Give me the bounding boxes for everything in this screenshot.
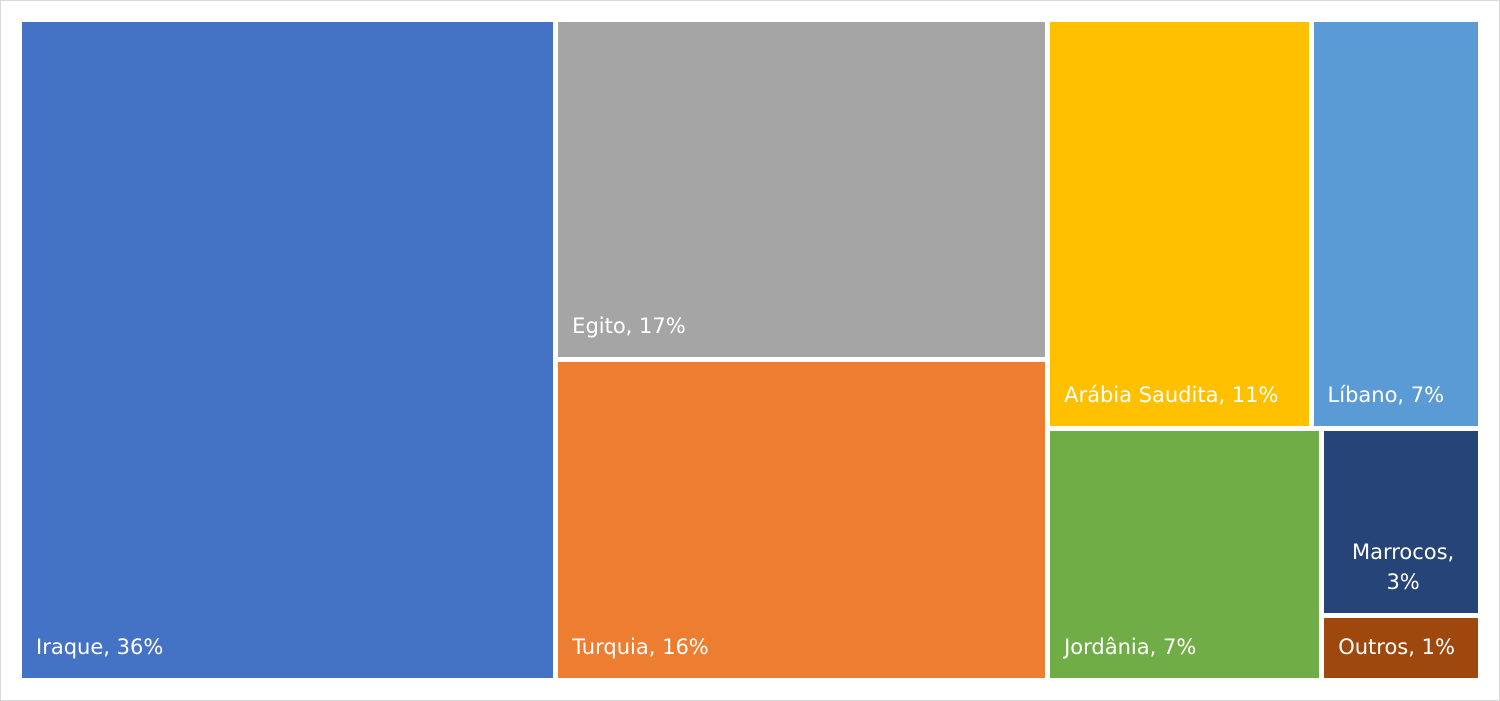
data-label: Egito, 17% [572, 314, 686, 339]
treemap-cell: Turquia, 16% [558, 362, 1046, 678]
data-label: Marrocos, 3% [1351, 539, 1455, 594]
data-label: Turquia, 16% [572, 634, 709, 659]
data-label: Arábia Saudita, 11% [1064, 383, 1279, 408]
data-label: Outros, 1% [1338, 634, 1455, 659]
treemap-cell: Arábia Saudita, 11% [1050, 22, 1309, 427]
data-label: Líbano, 7% [1327, 383, 1445, 408]
treemap-cell: Líbano, 7% [1313, 22, 1478, 427]
treemap-cell: Egito, 17% [558, 22, 1046, 358]
data-label: Iraque, 36% [36, 635, 164, 659]
treemap-cell: Iraque, 36% [22, 22, 554, 678]
treemap-cell: Outros, 1% [1324, 617, 1478, 678]
data-label: Jordânia, 7% [1064, 634, 1197, 659]
treemap-cell: Marrocos, 3% [1324, 431, 1478, 613]
treemap-cell: Jordânia, 7% [1050, 431, 1320, 678]
